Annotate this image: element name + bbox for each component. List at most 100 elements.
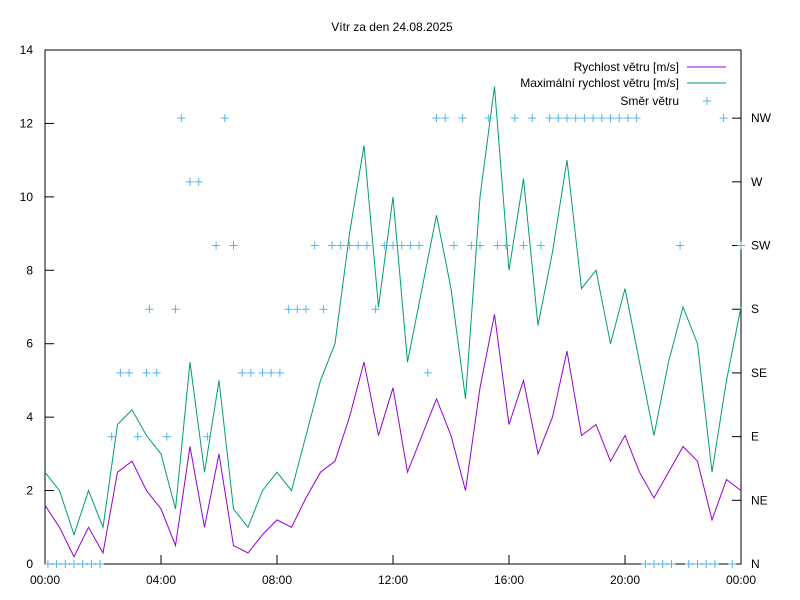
series-line-max-wind-speed [44, 86, 742, 537]
wind-direction-point [693, 560, 702, 568]
wind-direction-point [362, 241, 371, 250]
wind-direction-point [571, 114, 580, 123]
y2-axis: N NE E SE S SW W NW [732, 111, 772, 571]
wind-direction-point [702, 560, 711, 568]
wind-direction-point [162, 432, 171, 441]
wind-direction-point [345, 241, 354, 250]
wind-direction-point [125, 368, 134, 377]
wind-direction-point [415, 241, 424, 250]
y2-tick-label: NE [751, 493, 768, 507]
wind-direction-point [171, 305, 180, 314]
wind-direction-point [107, 432, 116, 441]
y-tick-label: 14 [20, 43, 34, 57]
wind-direction-point [580, 114, 589, 123]
wind-direction-point [258, 368, 267, 377]
legend-label: Směr větru [620, 94, 679, 108]
wind-direction-point [78, 560, 87, 568]
wind-direction-point [728, 560, 737, 568]
x-tick-label: 00:00 [30, 573, 60, 587]
wind-direction-point [302, 305, 310, 314]
y-tick-label: 8 [26, 263, 33, 277]
wind-direction-point [229, 241, 238, 250]
wind-direction-point [238, 368, 247, 377]
y-tick-label: 2 [26, 484, 33, 498]
wind-direction-point [212, 241, 221, 250]
wind-direction-point [597, 114, 606, 123]
wind-direction-point [319, 305, 328, 314]
wind-direction-point [246, 368, 255, 377]
wind-direction-point [142, 368, 151, 377]
wind-direction-point [203, 432, 212, 441]
wind-direction-point [554, 114, 563, 123]
wind-direction-point [641, 560, 650, 568]
wind-direction-point [615, 114, 624, 123]
x-tick-label: 20:00 [610, 573, 640, 587]
x-tick-label: 04:00 [146, 573, 176, 587]
wind-direction-point [589, 114, 598, 123]
legend: Rychlost větru [m/s] Maximální rychlost v… [520, 60, 726, 108]
wind-direction-point [354, 241, 363, 250]
wind-direction-point [61, 560, 70, 568]
wind-direction-point [380, 241, 389, 250]
wind-direction-point [632, 114, 641, 123]
wind-direction-point [458, 114, 467, 123]
y2-tick-label: SW [751, 239, 771, 253]
wind-direction-point [476, 241, 484, 250]
wind-direction-point [336, 241, 345, 250]
wind-direction-point [667, 560, 676, 568]
wind-direction-point [710, 560, 719, 568]
wind-direction-point [563, 114, 571, 123]
legend-label: Rychlost větru [m/s] [574, 60, 679, 74]
wind-direction-point [43, 560, 52, 568]
wind-direction-point [493, 241, 502, 250]
wind-direction-point [623, 114, 632, 123]
wind-direction-point [267, 368, 276, 377]
wind-direction-point [152, 368, 161, 377]
wind-direction-point [194, 177, 203, 186]
y-axis: 0 2 4 6 8 10 12 14 [20, 43, 54, 571]
wind-direction-point [310, 241, 319, 250]
wind-direction-point [284, 305, 293, 314]
wind-direction-point [328, 241, 337, 250]
chart-title: Vítr za den 24.08.2025 [331, 20, 453, 34]
wind-direction-point [650, 560, 658, 568]
wind-direction-point [606, 114, 615, 123]
y2-tick-label: S [751, 302, 759, 316]
wind-direction-point [432, 114, 441, 123]
wind-direction-point [484, 114, 493, 123]
wind-direction-point [389, 241, 397, 250]
wind-direction-point [186, 177, 194, 186]
wind-direction-point [52, 560, 61, 568]
legend-swatch [703, 97, 711, 105]
wind-direction-point [423, 368, 432, 377]
legend-label: Maximální rychlost větru [m/s] [520, 76, 679, 90]
x-tick-label: 12:00 [378, 573, 408, 587]
y-tick-label: 12 [20, 116, 34, 130]
y2-tick-label: SE [751, 366, 767, 380]
x-tick-label: 16:00 [494, 573, 524, 587]
wind-direction-point [293, 305, 302, 314]
x-tick-label: 00:00 [726, 573, 756, 587]
wind-direction-point [275, 368, 284, 377]
wind-direction-point [96, 560, 105, 568]
wind-direction-point [220, 114, 229, 123]
wind-direction-point [536, 241, 545, 250]
wind-direction-point [371, 305, 380, 314]
wind-direction-point [133, 432, 142, 441]
wind-direction-point [449, 241, 458, 250]
wind-direction-point [116, 368, 125, 377]
wind-direction-point [502, 241, 511, 250]
wind-direction-point [87, 560, 96, 568]
wind-direction-point [658, 560, 667, 568]
wind-direction-point [441, 114, 450, 123]
y2-tick-label: N [751, 557, 760, 571]
wind-direction-point [676, 241, 685, 250]
y-tick-label: 10 [20, 190, 34, 204]
wind-direction-point [145, 305, 154, 314]
x-tick-label: 08:00 [262, 573, 292, 587]
wind-direction-point [528, 114, 537, 123]
wind-direction-point [510, 114, 519, 123]
wind-direction-point [177, 114, 186, 123]
x-axis: 00:00 04:00 08:00 12:00 16:00 20:00 00:00 [30, 555, 756, 587]
